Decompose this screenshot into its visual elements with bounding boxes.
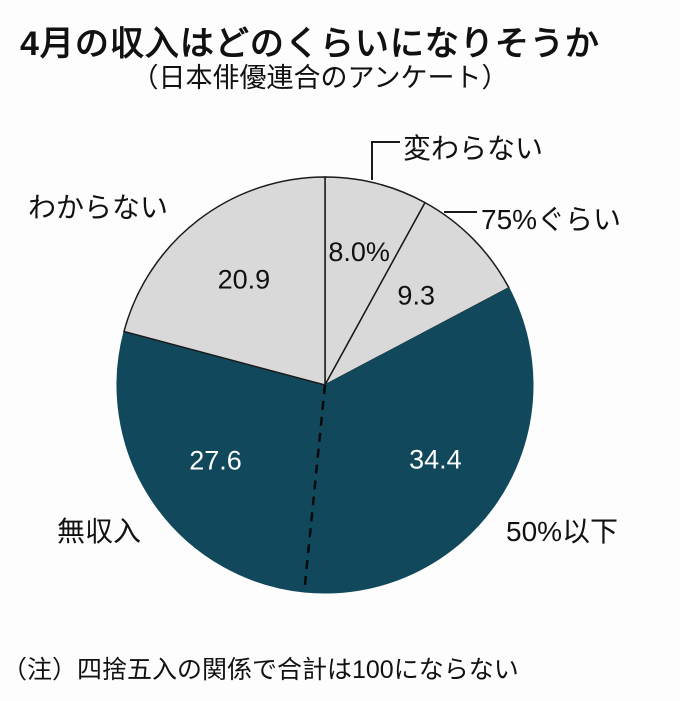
leader-line-no-change xyxy=(371,141,400,180)
slice-label-dont-know: わからない xyxy=(28,192,169,223)
slice-value-label-4: 20.9 xyxy=(218,265,271,295)
slice-value-label-1: 9.3 xyxy=(397,280,435,310)
pie-slice-3 xyxy=(116,330,326,593)
pie-slices xyxy=(116,176,534,594)
slice-label-75-percent: 75%ぐらい xyxy=(481,204,622,235)
pie-value-labels: 8.0%9.3 34.4 27.6 20.9 xyxy=(189,237,461,476)
slice-divider-dashed-line xyxy=(302,384,327,593)
pie-slice-4 xyxy=(123,176,326,386)
slice-label-no-income: 無収入 xyxy=(57,516,142,547)
slice-value-label-2: 34.4 xyxy=(409,444,462,474)
pie-slice-1 xyxy=(323,201,510,387)
slice-value-label-0: 8.0% xyxy=(328,237,390,267)
slice-value-label-3: 27.6 xyxy=(189,446,242,476)
chart-subtitle: （日本俳優連合のアンケート） xyxy=(131,63,509,93)
slice-label-no-change: 変わらない xyxy=(403,133,544,164)
pie-slice-0 xyxy=(324,176,427,386)
chart-footnote: （注）四捨五入の関係で合計は100にならない xyxy=(2,656,519,684)
slice-label-50-or-less: 50%以下 xyxy=(506,516,619,547)
chart-title: 4月の収入はどのくらいになりそうか xyxy=(20,25,600,63)
pie-slice-2 xyxy=(303,287,534,594)
